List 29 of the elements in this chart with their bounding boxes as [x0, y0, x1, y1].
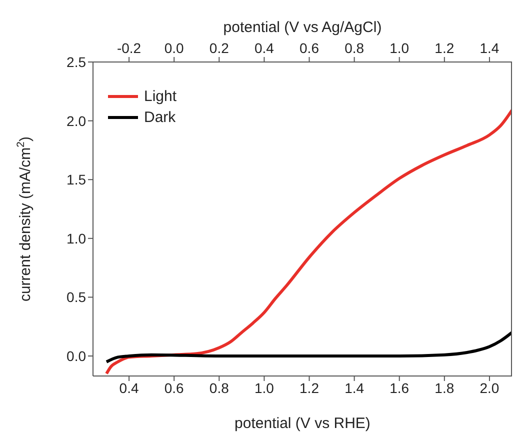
- x2-tick-label: 0.0: [164, 40, 184, 56]
- y-tick-label: 2.0: [66, 112, 86, 129]
- x-tick-label: 0.4: [119, 380, 139, 396]
- x2-tick-label: 0.8: [344, 40, 364, 56]
- x-tick-label: 0.8: [209, 380, 230, 396]
- y-tick-label: 1.5: [66, 172, 86, 188]
- x-tick-label: 1.4: [344, 380, 364, 396]
- x-tick-label: 0.6: [164, 380, 184, 396]
- x2-tick-label: 0.4: [254, 40, 274, 56]
- y-tick-label: 1.0: [66, 230, 86, 246]
- x-axis-title: potential (V vs RHE): [234, 415, 370, 432]
- legend-label: Light: [144, 88, 177, 105]
- x-tick-label: 2.0: [480, 380, 500, 396]
- x-tick-label: 1.6: [390, 380, 410, 396]
- x2-tick-label: 0.2: [209, 40, 230, 56]
- x-tick-label: 1.2: [300, 380, 320, 396]
- x-tick-label: 1.0: [254, 380, 274, 396]
- x2-tick-label: 1.0: [390, 40, 410, 56]
- x2-tick-label: 1.2: [434, 40, 454, 56]
- x-tick-label: 1.8: [434, 380, 454, 396]
- legend-label: Dark: [144, 109, 176, 126]
- y-tick-label: 0.5: [66, 289, 86, 306]
- x2-tick-label: 1.4: [480, 40, 500, 56]
- line-series: [105, 330, 512, 364]
- x2-axis-title: potential (V vs Ag/AgCl): [223, 19, 382, 36]
- x2-tick-label: -0.2: [116, 40, 142, 56]
- x2-tick-label: 0.6: [300, 40, 320, 56]
- y-tick-label: 0.0: [66, 348, 86, 364]
- y-tick-label: 2.5: [66, 54, 86, 70]
